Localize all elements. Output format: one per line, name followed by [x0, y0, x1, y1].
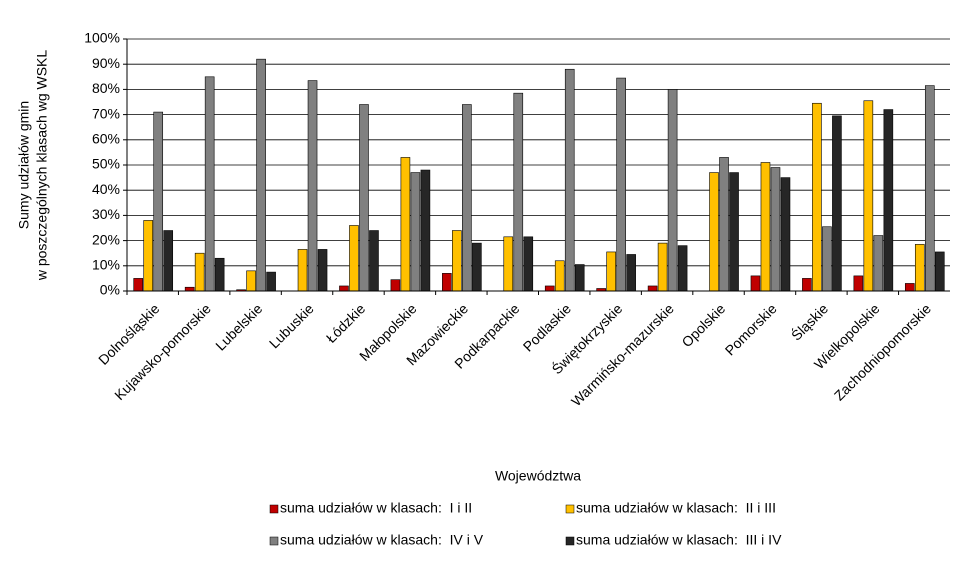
bar	[204, 76, 215, 292]
bar	[400, 157, 411, 292]
y-tick-label: 60%	[92, 131, 120, 147]
y-tick-label: 40%	[92, 181, 120, 197]
legend-label: suma udziałów w klasach: III i IV	[576, 532, 782, 548]
bar	[544, 285, 555, 292]
y-tick-label: 100%	[84, 30, 120, 46]
bar	[677, 245, 688, 292]
bar	[822, 226, 832, 292]
bar	[802, 278, 812, 292]
x-tick-label: Lubelskie	[212, 300, 265, 353]
bar	[472, 242, 482, 292]
x-tick-label: Zachodniopomorskie	[831, 300, 934, 403]
x-tick-label: Kujawsko-pomorskie	[111, 300, 214, 403]
bar	[317, 249, 328, 292]
bar	[626, 254, 636, 292]
legend-swatch	[565, 504, 575, 514]
bar	[616, 77, 626, 292]
bar	[904, 283, 915, 292]
legend-label: suma udziałów w klasach: IV i V	[280, 532, 484, 548]
bar	[513, 92, 524, 292]
bar	[246, 270, 256, 292]
bar	[163, 230, 174, 292]
bar	[934, 251, 945, 292]
legend-label: suma udziałów w klasach: II i III	[576, 500, 776, 516]
bar	[256, 58, 266, 292]
x-tick-label: Opolskie	[678, 300, 728, 350]
bar	[420, 169, 431, 292]
legend-swatch	[269, 504, 279, 514]
bar	[307, 80, 318, 292]
bar	[410, 172, 421, 292]
bar	[760, 162, 771, 292]
legend-swatch	[269, 536, 279, 546]
bar	[750, 275, 761, 292]
x-tick-label: Łódzkie	[323, 300, 369, 346]
y-tick-label: 10%	[92, 257, 120, 273]
bar	[606, 251, 616, 292]
x-axis-label: Województwa	[495, 468, 581, 484]
x-tick-label: Podlaskie	[520, 300, 574, 354]
bar	[339, 285, 349, 292]
bar	[853, 275, 864, 292]
y-axis-label: Sumy udziałów gmin	[16, 101, 32, 229]
bar	[832, 115, 842, 292]
bar	[266, 271, 276, 292]
bar	[153, 111, 164, 292]
bar	[184, 286, 195, 292]
y-axis-label: w poszczególnych klasach wg WSKL	[34, 50, 50, 282]
x-tick-label: Lubuskie	[266, 300, 317, 351]
bar	[297, 249, 308, 292]
bar	[812, 102, 822, 292]
bar	[442, 273, 452, 292]
bar	[770, 167, 781, 292]
y-tick-label: 90%	[92, 55, 120, 71]
bar	[657, 242, 668, 292]
legend-swatch	[565, 536, 575, 546]
bar	[390, 279, 401, 292]
legend-label: suma udziałów w klasach: I i II	[280, 500, 472, 516]
y-tick-label: 80%	[92, 80, 120, 96]
bar	[709, 172, 719, 292]
bar	[883, 109, 894, 292]
bar	[359, 104, 369, 292]
bar	[194, 252, 205, 292]
x-tick-label: Warmińsko-mazurskie	[568, 300, 677, 409]
y-tick-label: 50%	[92, 156, 120, 172]
bar	[647, 285, 658, 292]
bar	[214, 257, 225, 292]
x-tick-label: Pomorskie	[722, 300, 780, 358]
y-tick-label: 70%	[92, 105, 120, 121]
bar	[523, 236, 534, 292]
bar	[369, 230, 379, 292]
bar	[462, 104, 472, 292]
bar	[863, 100, 874, 292]
x-tick-label: Śląskie	[787, 300, 831, 344]
bar	[729, 172, 739, 292]
bar	[143, 220, 154, 292]
bar	[667, 89, 678, 292]
y-tick-label: 0%	[100, 282, 120, 298]
bar	[503, 236, 514, 292]
bar	[133, 278, 144, 292]
bar	[574, 264, 585, 292]
bar	[924, 85, 935, 292]
bar	[452, 230, 462, 292]
bar	[719, 157, 729, 292]
y-tick-label: 20%	[92, 231, 120, 247]
bar	[914, 244, 925, 292]
bar	[554, 260, 565, 292]
bar	[564, 68, 575, 292]
bar	[873, 235, 884, 292]
y-tick-label: 30%	[92, 206, 120, 222]
bar	[349, 225, 359, 292]
bar	[780, 177, 791, 292]
